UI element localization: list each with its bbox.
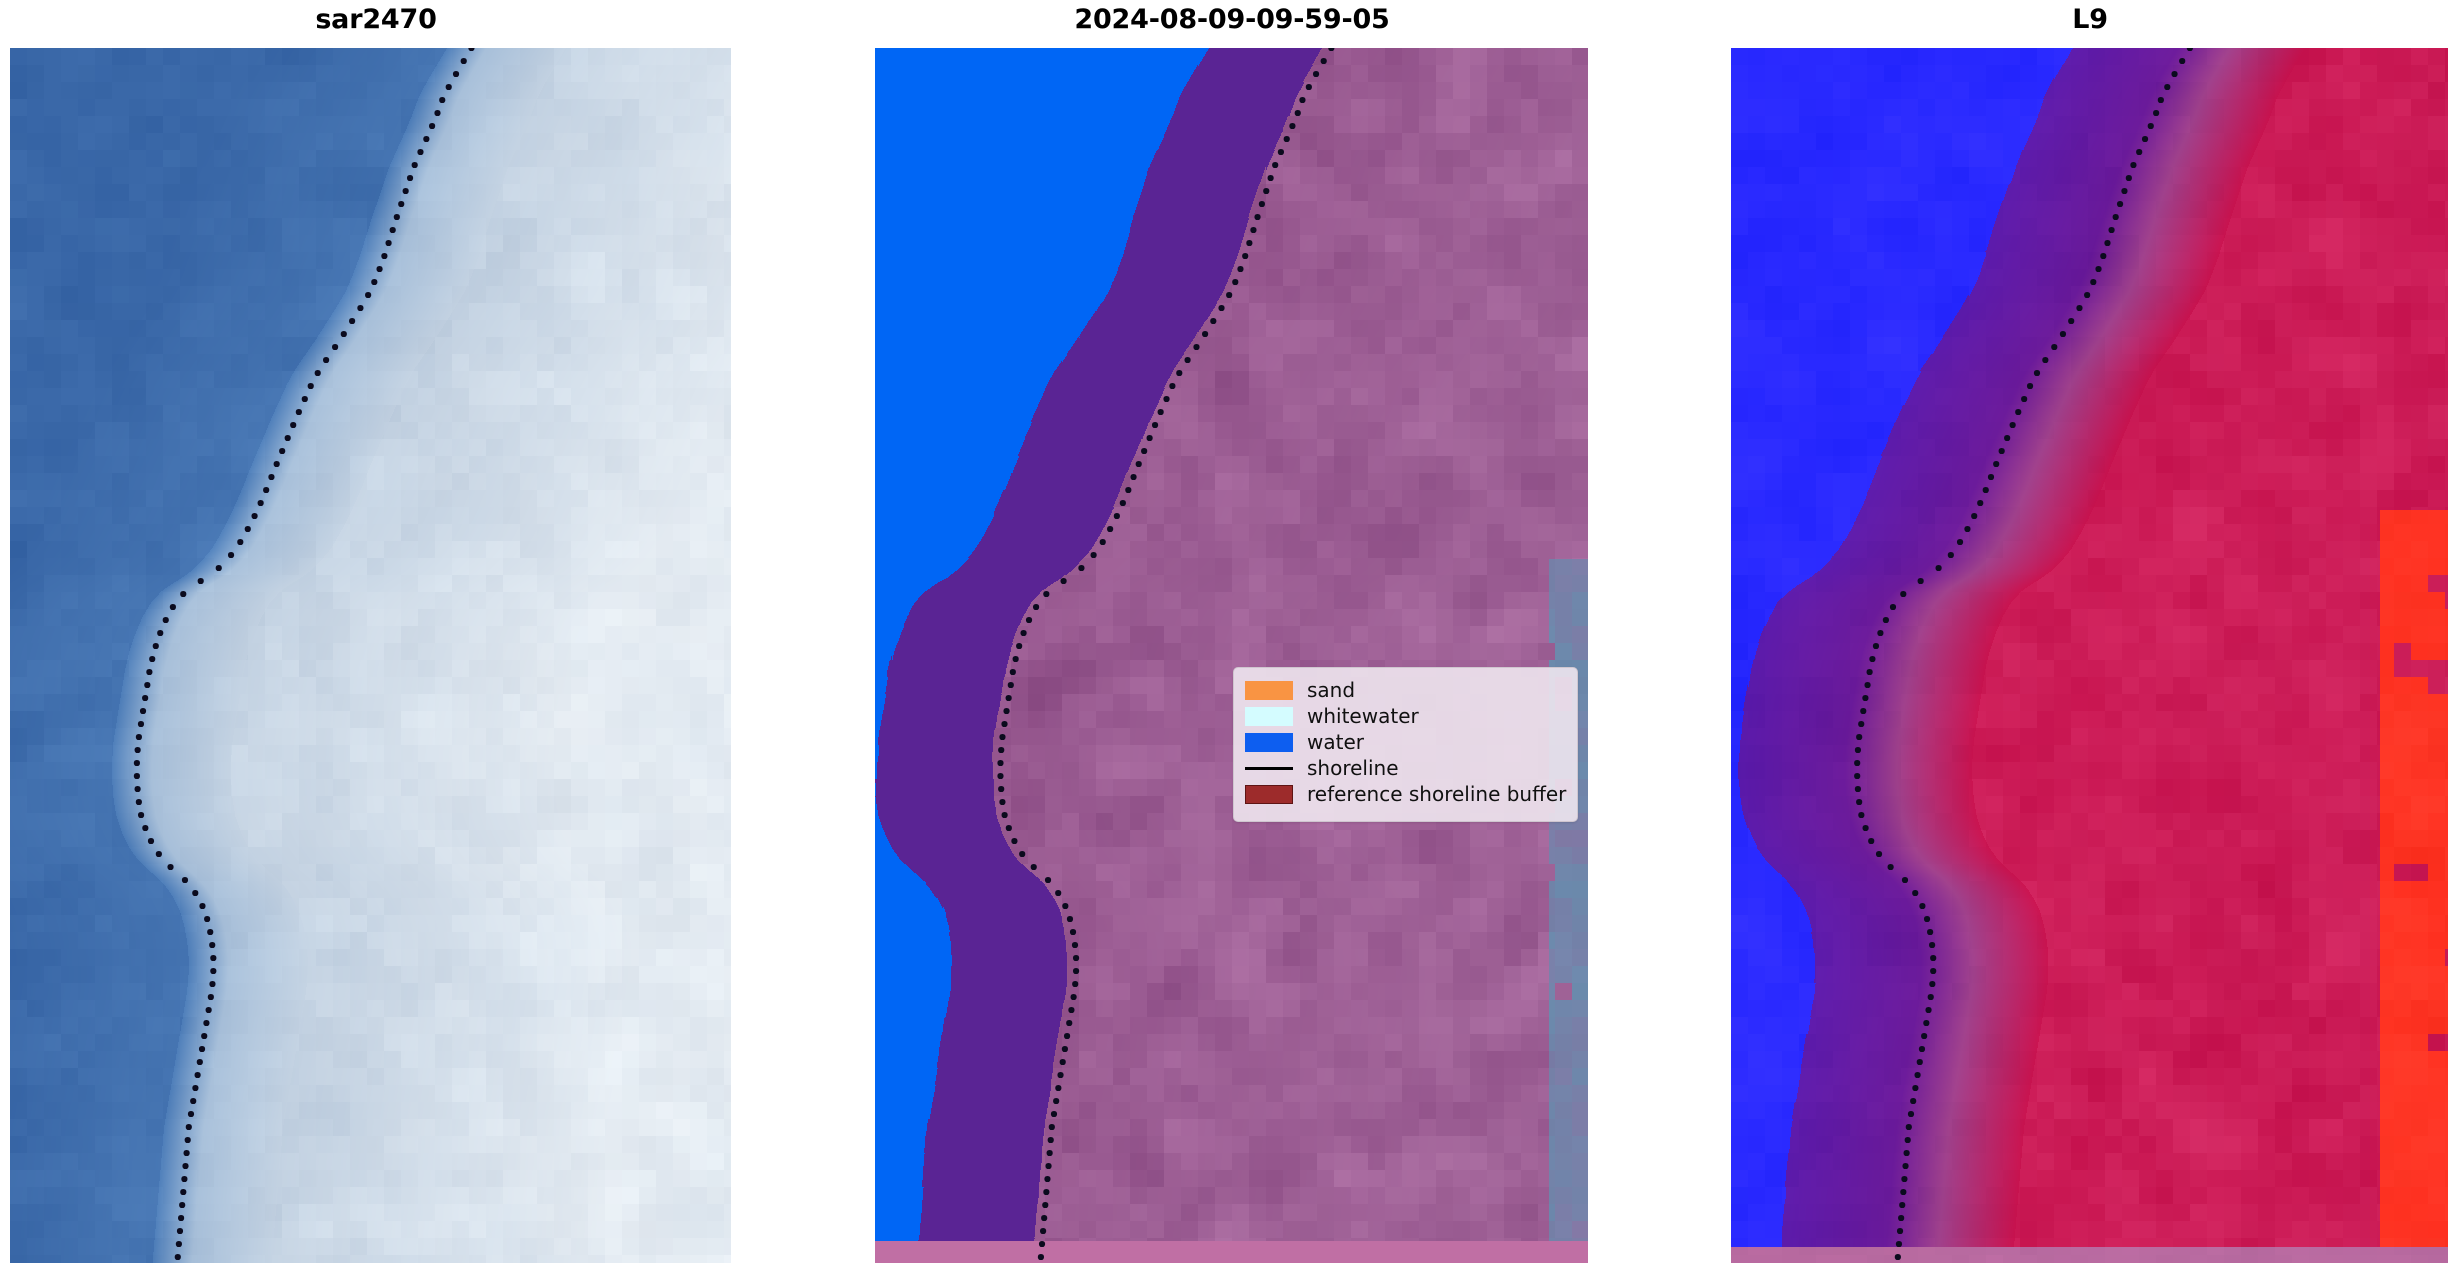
- water-swatch-icon: [1245, 729, 1303, 755]
- legend-label-shoreline: shoreline: [1307, 756, 1399, 780]
- panel-title-l9: L9: [2072, 4, 2108, 35]
- legend-item-water: water: [1245, 729, 1566, 755]
- reference-buffer-swatch-icon: [1245, 781, 1303, 807]
- panel-classified[interactable]: [875, 48, 1588, 1263]
- panel-l9[interactable]: [1731, 48, 2448, 1263]
- legend-label-sand: sand: [1307, 678, 1356, 702]
- legend-label-whitewater: whitewater: [1307, 704, 1419, 728]
- whitewater-swatch-icon: [1245, 703, 1303, 729]
- legend-item-shoreline: shoreline: [1245, 755, 1566, 781]
- legend-item-sand: sand: [1245, 677, 1566, 703]
- sand-swatch-icon: [1245, 677, 1303, 703]
- legend[interactable]: sand whitewater water shoreline referenc…: [1233, 667, 1578, 822]
- legend-label-reference-buffer: reference shoreline buffer: [1307, 782, 1567, 806]
- shoreline-line-icon: [1245, 755, 1303, 781]
- panel-title-sar2470: sar2470: [315, 4, 437, 35]
- legend-item-whitewater: whitewater: [1245, 703, 1566, 729]
- panel-sar2470[interactable]: [10, 48, 731, 1263]
- panel-classified-image: [875, 48, 1588, 1263]
- panel-l9-image: [1731, 48, 2448, 1263]
- legend-label-water: water: [1307, 730, 1364, 754]
- panel-sar2470-image: [10, 48, 731, 1263]
- legend-item-reference-buffer: reference shoreline buffer: [1245, 781, 1566, 807]
- panel-title-classified: 2024-08-09-09-59-05: [1074, 4, 1390, 35]
